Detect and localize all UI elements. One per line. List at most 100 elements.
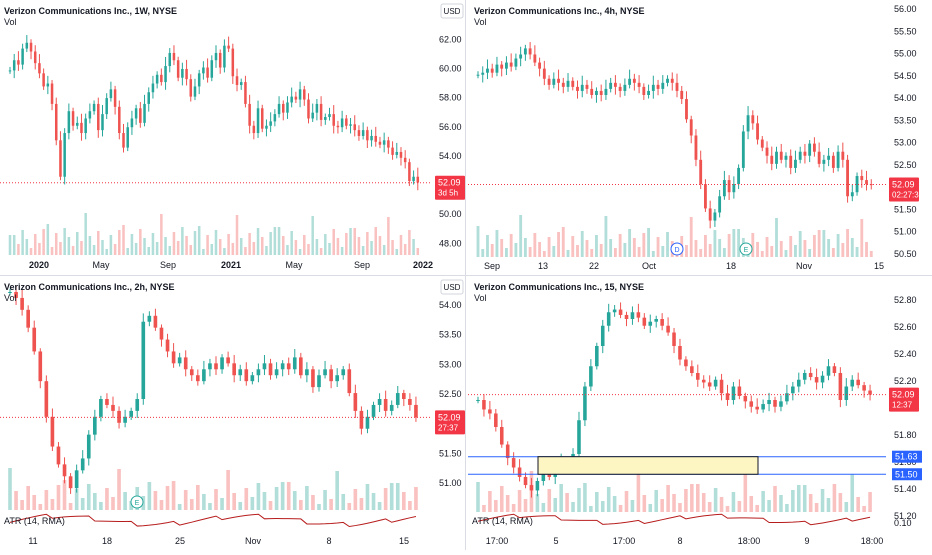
currency-button[interactable] [440,3,464,19]
candle-body[interactable] [282,103,285,113]
candle-body[interactable] [533,54,537,63]
candle-body[interactable] [218,52,222,68]
candle-body[interactable] [528,48,532,55]
candle-body[interactable] [490,68,494,73]
candle-body[interactable] [482,400,486,410]
candle-body[interactable] [529,485,534,491]
candle-body[interactable] [139,108,142,123]
candle-body[interactable] [231,48,235,77]
candle-body[interactable] [155,74,159,84]
candle-body[interactable] [126,127,129,148]
candle-body[interactable] [590,88,594,95]
candle-body[interactable] [323,369,327,376]
candle-body[interactable] [642,86,646,95]
zone-rectangle[interactable] [537,456,759,475]
candle-body[interactable] [122,133,125,148]
candle-body[interactable] [517,467,522,477]
candle-body[interactable] [803,151,807,156]
candle-body[interactable] [794,159,797,168]
panel-15m[interactable]: 52.8052.6052.4052.2052.0051.8051.6051.40… [435,276,932,550]
candle-body[interactable] [208,363,212,370]
candle-body[interactable] [642,317,647,326]
candle-body[interactable] [476,74,480,76]
candle-body[interactable] [361,130,365,136]
candle-body[interactable] [820,375,825,383]
candle-body[interactable] [391,147,394,155]
candle-body[interactable] [618,86,622,91]
candle-body[interactable] [718,196,722,213]
candle-body[interactable] [84,118,87,134]
candle-body[interactable] [689,119,693,136]
candle-body[interactable] [690,366,694,373]
candle-body[interactable] [599,90,603,95]
candle-body[interactable] [183,357,188,370]
candle-body[interactable] [632,78,636,83]
candle-body[interactable] [311,112,314,119]
candle-body[interactable] [317,375,321,388]
candle-body[interactable] [50,416,55,447]
candle-body[interactable] [403,157,407,163]
candle-body[interactable] [647,90,650,95]
candle-body[interactable] [675,82,679,91]
candle-body[interactable] [226,357,230,364]
panel-4h[interactable]: 56.00 55.50 55.00 54.50 54.00 53.50 53.00 52.50… [435,0,932,275]
candle-body[interactable] [486,68,489,73]
candle-body[interactable] [722,180,726,197]
candle-body[interactable] [202,67,205,74]
candle-body[interactable] [286,363,291,370]
candle-body[interactable] [389,404,394,411]
candle-body[interactable] [719,379,724,394]
candle-body[interactable] [353,393,358,411]
candle-body[interactable] [305,369,309,376]
candle-body[interactable] [595,346,599,367]
candle-body[interactable] [519,54,523,59]
candle-body[interactable] [755,406,759,410]
candle-body[interactable] [232,363,236,376]
candle-body[interactable] [713,379,718,387]
candle-body[interactable] [38,351,43,382]
candle-body[interactable] [541,471,546,481]
candle-body[interactable] [694,135,698,160]
candle-body[interactable] [713,212,717,221]
candle-body[interactable] [850,192,854,197]
candle-body[interactable] [767,400,771,405]
candle-body[interactable] [760,139,764,148]
candle-body[interactable] [832,366,837,373]
panel-1w[interactable]: 62.0060.0058.0056.0054.0052.0050.0048.00… [0,0,465,275]
candle-body[interactable] [623,84,627,91]
candle-body[interactable] [235,76,239,85]
candle-body[interactable] [791,386,795,394]
candle-body[interactable] [612,309,617,313]
candle-body[interactable] [159,327,164,340]
candle-body[interactable] [80,458,85,471]
candle-body[interactable] [395,393,400,405]
candle-body[interactable] [244,82,247,104]
candle-body[interactable] [33,51,37,64]
candle-body[interactable] [481,72,485,75]
candle-body[interactable] [256,369,261,376]
candle-body[interactable] [542,68,546,79]
candle-body[interactable] [670,78,674,83]
candle-body[interactable] [238,369,243,376]
candle-body[interactable] [299,357,303,376]
candle-body[interactable] [765,147,769,156]
candle-body[interactable] [770,155,774,164]
candle-body[interactable] [817,151,821,164]
candle-body[interactable] [402,393,406,399]
candle-body[interactable] [636,312,641,318]
candle-body[interactable] [315,103,319,113]
candle-body[interactable] [628,78,632,85]
candle-body[interactable] [600,325,605,346]
candle-body[interactable] [123,416,127,423]
candle-body[interactable] [250,375,255,382]
candle-body[interactable] [408,162,411,182]
candle-body[interactable] [855,176,859,193]
candle-body[interactable] [59,140,62,177]
candle-body[interactable] [399,151,403,158]
candle-body[interactable] [535,481,540,491]
candle-body[interactable] [67,111,71,134]
candle-body[interactable] [54,103,58,141]
candle-body[interactable] [654,319,658,322]
candle-body[interactable] [370,135,373,141]
candle-body[interactable] [93,416,97,435]
